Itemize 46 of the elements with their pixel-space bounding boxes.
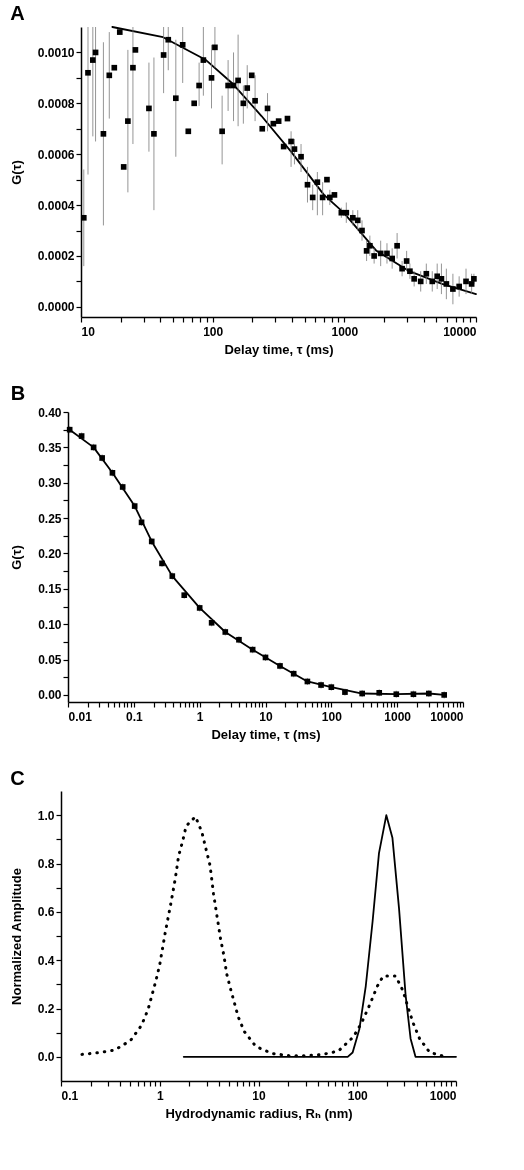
- x-tick-label: 10000: [443, 324, 477, 339]
- y-tick-label: 0.8: [37, 857, 55, 871]
- y-tick-label: 0.0008: [37, 96, 75, 111]
- x-tick-label: 1000: [429, 1088, 457, 1103]
- y-tick-label: 0.0006: [37, 147, 75, 162]
- y-tick-label: 0.0004: [37, 198, 75, 213]
- x-tick-label: 100: [321, 709, 343, 724]
- y-axis-title: Normalized Amplitude: [8, 868, 24, 1005]
- y-axis-title: G(τ): [8, 160, 24, 185]
- x-tick-label: 0.1: [125, 709, 143, 724]
- y-axis-title: G(τ): [9, 545, 25, 570]
- x-tick-label: 10: [81, 324, 96, 339]
- x-tick-label: 10: [252, 1088, 266, 1103]
- y-tick-label: 0.20: [38, 546, 62, 561]
- x-tick-label: 0.01: [68, 709, 93, 724]
- chart-title: B: [10, 382, 26, 404]
- y-tick-label: 0.25: [38, 511, 62, 526]
- x-tick-label: 100: [203, 324, 224, 339]
- y-tick-label: 0.0000: [37, 300, 75, 315]
- chart-title: A: [10, 2, 25, 25]
- y-tick-label: 0.0: [37, 1050, 55, 1065]
- x-tick-label: 1: [196, 709, 204, 724]
- x-axis-title: Delay time, τ (ms): [224, 341, 334, 357]
- x-tick-label: 1: [156, 1088, 164, 1103]
- y-tick-label: 0.00: [38, 688, 62, 703]
- y-tick-label: 0.30: [38, 476, 62, 491]
- y-tick-label: 0.40: [38, 405, 62, 420]
- y-tick-label: 0.0002: [37, 249, 75, 264]
- x-tick-label: 100: [347, 1088, 369, 1103]
- x-tick-label: 1000: [384, 709, 412, 724]
- y-tick-label: 1.0: [37, 808, 55, 823]
- chart-title: C: [10, 767, 25, 789]
- x-tick-label: 10000: [430, 709, 464, 724]
- x-tick-label: 10: [259, 709, 273, 724]
- x-tick-label: 0.1: [61, 1088, 79, 1103]
- y-tick-label: 0.35: [38, 440, 62, 455]
- y-tick-label: 0.05: [38, 653, 62, 668]
- y-tick-label: 0.15: [38, 582, 62, 597]
- x-axis-title: Delay time, τ (ms): [211, 726, 321, 742]
- y-tick-label: 0.0010: [37, 45, 75, 60]
- y-tick-label: 0.2: [37, 1002, 55, 1016]
- y-tick-label: 0.4: [37, 953, 55, 968]
- x-axis-title: Hydrodynamic radius, Rₕ (nm): [165, 1105, 353, 1121]
- x-tick-label: 1000: [331, 324, 359, 339]
- y-tick-label: 0.6: [37, 905, 55, 920]
- y-tick-label: 0.10: [38, 617, 62, 632]
